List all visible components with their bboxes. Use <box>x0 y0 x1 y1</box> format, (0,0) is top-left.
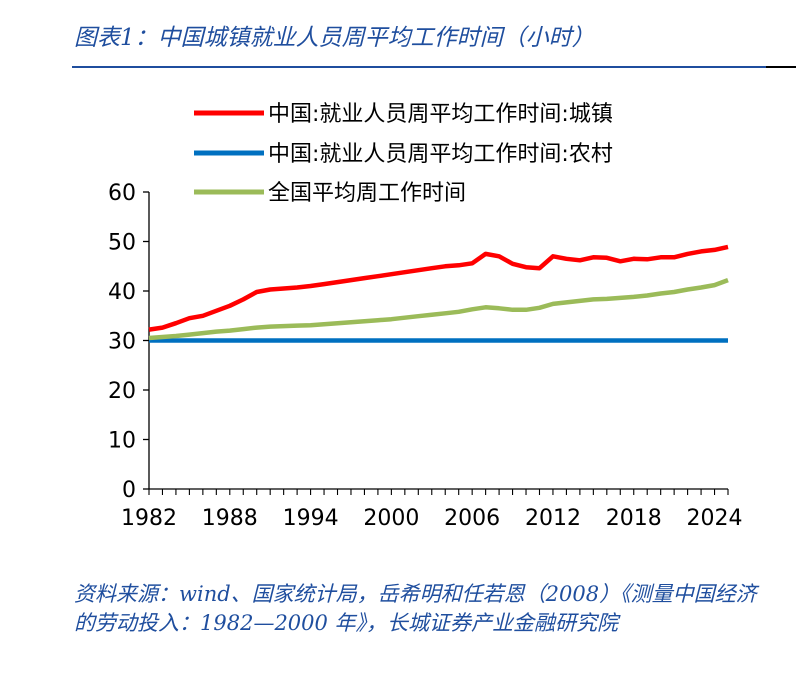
legend-label-2: 中国:就业人员周平均工作时间:农村 <box>268 142 613 167</box>
x-tick-label: 2018 <box>606 506 662 531</box>
x-tick-label: 2006 <box>444 506 500 531</box>
y-tick-label: 30 <box>108 330 136 355</box>
x-tick-label: 1994 <box>283 506 339 531</box>
figure-title: 图表1：中国城镇就业人员周平均工作时间（小时） <box>74 25 595 51</box>
y-tick-label: 20 <box>108 379 136 404</box>
y-tick-label: 0 <box>122 478 136 503</box>
series-lines <box>148 244 729 343</box>
x-tick-label: 2000 <box>363 506 419 531</box>
series-line-1 <box>148 244 729 332</box>
y-tick-label: 40 <box>108 280 136 305</box>
axes: 0 10 20 30 40 50 60 1982 1988 1994 2000 2006 2012 201… <box>108 181 743 531</box>
y-tick-label: 60 <box>108 181 136 206</box>
line-chart: 中国:就业人员周平均工作时间:城镇中国:就业人员周平均工作时间:农村全国平均周工… <box>108 102 743 531</box>
series-line-3 <box>148 277 729 341</box>
legend: 中国:就业人员周平均工作时间:城镇中国:就业人员周平均工作时间:农村全国平均周工… <box>194 102 613 206</box>
source-note: 资料来源：wind、国家统计局，岳希明和任若恩（2008）《测量中国经济的劳动投… <box>74 582 757 635</box>
legend-label-1: 中国:就业人员周平均工作时间:城镇 <box>268 102 613 127</box>
x-tick-label: 2012 <box>525 506 581 531</box>
title-rule <box>72 66 766 68</box>
y-tick-label: 10 <box>108 429 136 454</box>
x-tick-label: 1982 <box>121 506 177 531</box>
y-tick-label: 50 <box>108 231 136 256</box>
legend-label-3: 全国平均周工作时间 <box>268 181 466 206</box>
x-tick-label: 2024 <box>687 506 743 531</box>
x-tick-label: 1988 <box>202 506 258 531</box>
title-rule-end <box>766 66 796 68</box>
